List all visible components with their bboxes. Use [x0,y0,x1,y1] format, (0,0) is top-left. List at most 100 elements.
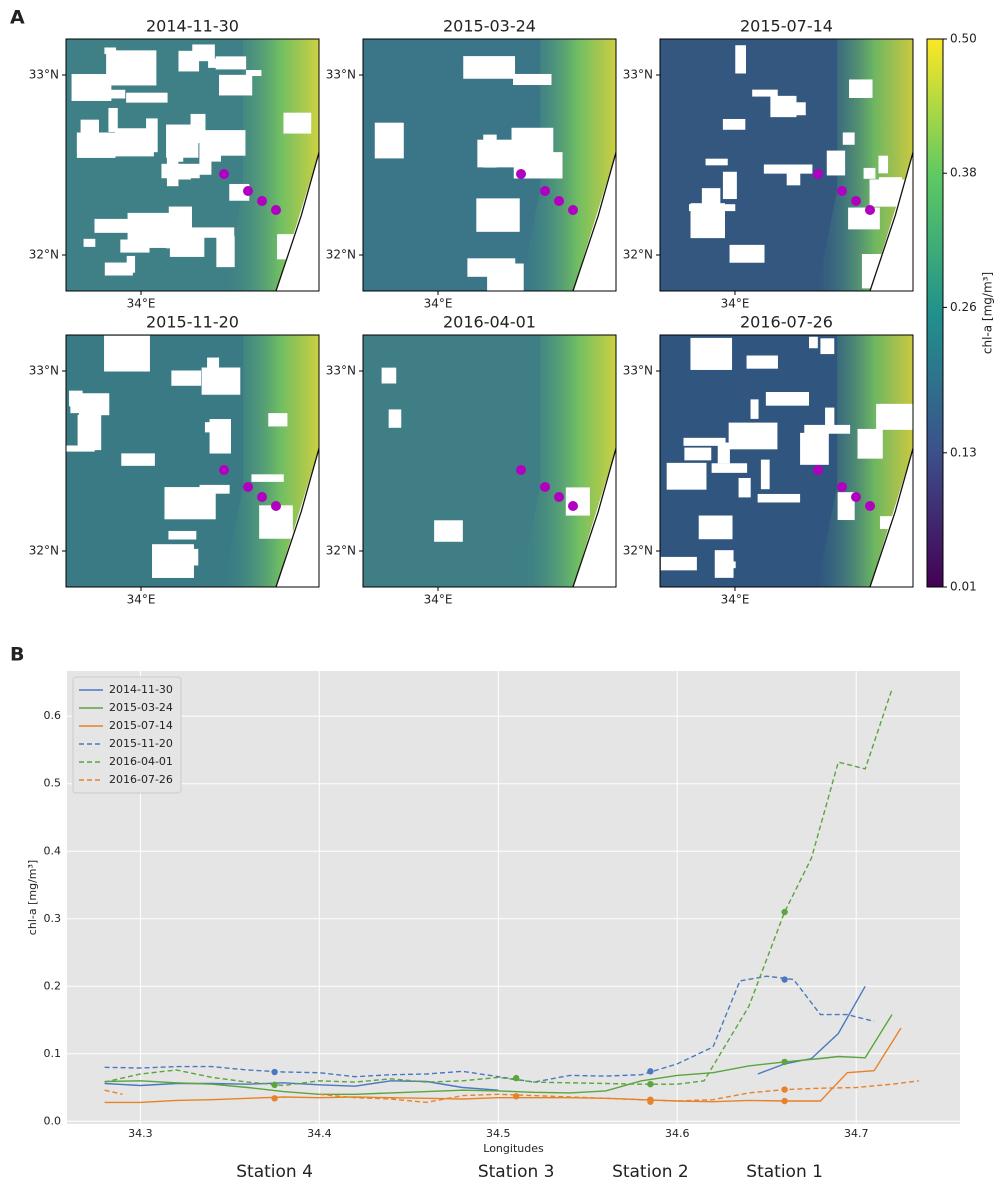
y-tick-label: 0.6 [44,709,62,722]
cloud-gap [728,422,778,450]
y-tick-label: 33°N [623,364,653,378]
cloud-gap [760,459,770,490]
station-dot [568,501,578,511]
cloud-gap [71,74,112,101]
cloud-gap [684,447,712,461]
cloud-gap [698,515,733,540]
cloud-gap [746,355,778,369]
station-marker [512,1074,520,1082]
land [275,448,319,587]
x-tick-label: 34°E [721,593,750,607]
cloud-gap [94,218,143,233]
series-line [104,1080,919,1104]
cloud-gap [820,338,835,355]
station-dot [257,492,267,502]
station-dot [540,186,550,196]
cloud-gap [126,255,136,273]
station-marker [781,908,788,916]
y-tick-label: 32°N [326,544,356,558]
cloud-gap [161,163,200,179]
cloud-gap [800,432,829,465]
cloud-gap [169,236,205,257]
x-tick-label: 34°E [424,297,453,311]
station-label: Station 3 [478,1162,555,1182]
station-label: Station 4 [236,1162,313,1182]
series-line [104,688,893,1087]
x-tick-label: 34°E [127,297,156,311]
coastal-bloom [816,39,913,291]
station-dot [851,492,861,502]
x-axis-label: Longitudes [483,1142,544,1155]
station-dot [271,205,281,215]
legend-label: 2014-11-30 [109,683,173,696]
x-tick-label: 34.7 [844,1127,869,1140]
cloud-gap [722,118,746,130]
coastline [869,152,914,292]
station-label: Station 1 [746,1162,823,1182]
y-tick-label: 33°N [29,364,59,378]
cloud-gap [178,50,200,72]
y-tick-label: 32°N [29,544,59,558]
cloud-gap [66,445,95,452]
cloud-gap [825,407,835,429]
legend-label: 2016-07-26 [109,773,173,786]
cloud-gap [690,337,733,370]
map-frame [65,334,320,588]
map-title: 2016-04-01 [443,313,536,332]
cloud-gap [513,73,552,86]
cloud-gap [164,487,216,520]
station-marker [647,1096,654,1103]
cloud-gap [863,167,876,179]
cloud-gap [199,139,212,175]
map-panel [65,38,320,292]
station-dot [540,482,550,492]
coastal-bloom [222,335,319,587]
map-panel [659,334,930,588]
colorbar-tick-label: 0.01 [950,580,977,594]
station-dot [554,196,564,206]
station-dot [271,501,281,511]
cloud-gap [735,45,747,74]
y-tick-label: 0.5 [44,777,62,790]
coastline [275,448,320,588]
cloud-gap [690,203,725,239]
cloud-gap [76,132,116,158]
station-dot [837,482,847,492]
cloud-gap [487,263,524,295]
coastal-bloom [519,335,616,587]
station-marker [512,1093,520,1100]
cloud-gap [83,238,96,247]
colorbar-label: chl-a [mg/m³] [981,272,995,354]
station-dot [865,501,875,511]
cloud-gap [121,453,155,466]
coastal-bloom [222,39,319,291]
cloud-gap [752,89,778,97]
station-marker [271,1095,278,1102]
cloud-gap [786,167,801,186]
coastal-bloom [519,39,616,291]
map-frame [659,38,914,292]
cloud-gap [388,409,402,428]
x-tick-label: 34.3 [128,1127,153,1140]
cloud-gap [842,132,855,145]
map-panel [659,38,914,292]
map-panel [65,334,320,588]
x-tick-label: 34°E [127,593,156,607]
cloud-gap [168,530,197,540]
cloud-gap [826,150,846,176]
cloud-gap [727,561,736,569]
colorbar-tick-label: 0.26 [950,300,977,314]
cloud-gap [216,236,235,268]
station-marker [781,1086,788,1093]
station-marker [781,1097,788,1105]
cloud-gap [219,74,253,96]
cloud-gap [201,367,241,395]
cloud-gap [476,198,520,232]
cloud-gap [477,139,526,168]
cloud-gap [765,392,810,406]
y-axis-label: chl-a [mg/m³] [26,860,39,935]
station-marker [647,1068,654,1075]
cloud-gap [729,244,765,263]
land [572,448,616,587]
coastline [572,448,617,588]
